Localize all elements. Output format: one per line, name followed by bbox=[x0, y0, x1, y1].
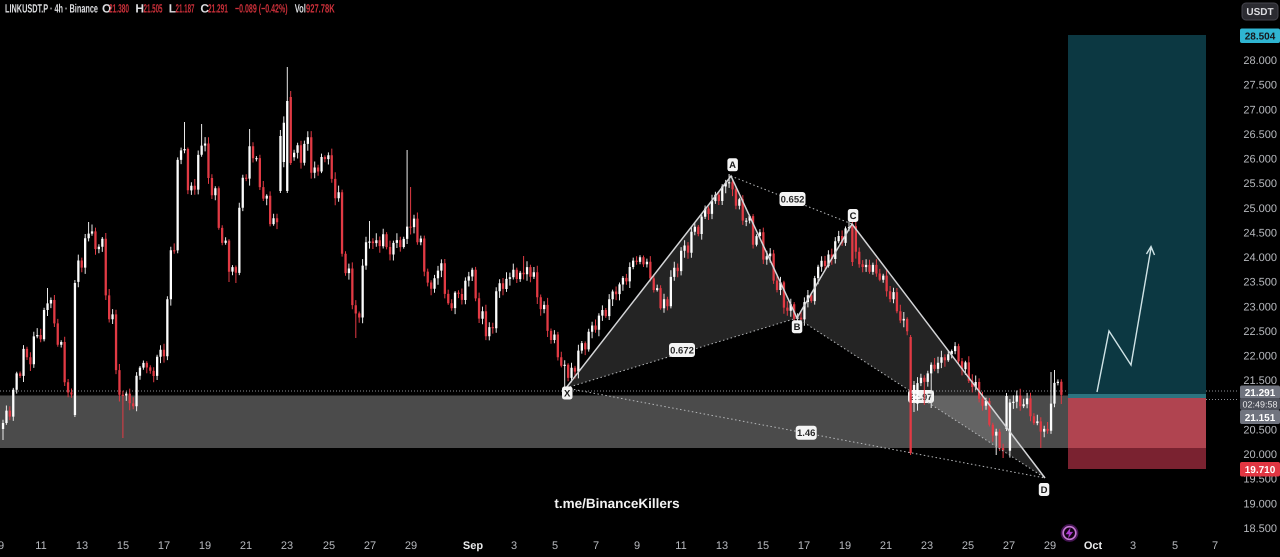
svg-text:20.000: 20.000 bbox=[1243, 449, 1277, 461]
svg-text:3: 3 bbox=[1130, 540, 1136, 552]
svg-text:7: 7 bbox=[1212, 540, 1218, 552]
svg-text:O: O bbox=[102, 2, 111, 16]
svg-text:29: 29 bbox=[405, 540, 417, 552]
svg-text:21.291: 21.291 bbox=[1245, 388, 1276, 399]
svg-text:21.291: 21.291 bbox=[208, 2, 228, 16]
svg-text:15: 15 bbox=[757, 540, 769, 552]
svg-text:21.505: 21.505 bbox=[144, 2, 163, 16]
svg-text:21.97: 21.97 bbox=[910, 392, 933, 402]
svg-text:19.710: 19.710 bbox=[1245, 465, 1276, 476]
svg-text:21: 21 bbox=[240, 540, 252, 552]
svg-text:22.000: 22.000 bbox=[1243, 351, 1277, 363]
svg-text:21.380: 21.380 bbox=[109, 2, 129, 16]
svg-text:02:49:58: 02:49:58 bbox=[1242, 400, 1277, 410]
svg-text:26.000: 26.000 bbox=[1243, 154, 1277, 166]
svg-text:25: 25 bbox=[323, 540, 335, 552]
svg-text:X: X bbox=[564, 388, 571, 399]
svg-text:B: B bbox=[794, 322, 801, 333]
svg-text:7: 7 bbox=[593, 540, 599, 552]
svg-text:13: 13 bbox=[716, 540, 728, 552]
svg-text:25.500: 25.500 bbox=[1243, 178, 1277, 190]
svg-text:C: C bbox=[850, 211, 857, 222]
svg-text:20.500: 20.500 bbox=[1243, 424, 1277, 436]
svg-text:C: C bbox=[200, 2, 209, 16]
svg-text:23.000: 23.000 bbox=[1243, 301, 1277, 313]
svg-text:1.46: 1.46 bbox=[797, 428, 816, 439]
svg-text:−0.089 (−0.42%): −0.089 (−0.42%) bbox=[235, 2, 288, 16]
svg-text:17: 17 bbox=[798, 540, 810, 552]
svg-text:15: 15 bbox=[117, 540, 129, 552]
svg-text:927.78K: 927.78K bbox=[306, 2, 335, 16]
svg-text:27.500: 27.500 bbox=[1243, 80, 1277, 92]
svg-text:21.500: 21.500 bbox=[1243, 375, 1277, 387]
svg-text:Oct: Oct bbox=[1084, 540, 1103, 552]
svg-text:17: 17 bbox=[158, 540, 170, 552]
svg-text:23.500: 23.500 bbox=[1243, 277, 1277, 289]
svg-text:28.504: 28.504 bbox=[1245, 32, 1276, 43]
svg-text:A: A bbox=[729, 160, 736, 171]
svg-text:USDT: USDT bbox=[1246, 7, 1273, 18]
svg-text:21: 21 bbox=[880, 540, 892, 552]
svg-text:26.500: 26.500 bbox=[1243, 129, 1277, 141]
svg-text:11: 11 bbox=[35, 540, 46, 552]
svg-text:28.000: 28.000 bbox=[1243, 55, 1277, 67]
svg-text:21.187: 21.187 bbox=[176, 2, 195, 16]
svg-text:D: D bbox=[1041, 485, 1048, 496]
svg-text:13: 13 bbox=[76, 540, 88, 552]
svg-text:5: 5 bbox=[1172, 540, 1178, 552]
svg-text:9: 9 bbox=[634, 540, 640, 552]
svg-text:22.500: 22.500 bbox=[1243, 326, 1277, 338]
svg-text:0.652: 0.652 bbox=[781, 194, 805, 205]
svg-text:27: 27 bbox=[1003, 540, 1015, 552]
svg-text:24.000: 24.000 bbox=[1243, 252, 1277, 264]
svg-text:27: 27 bbox=[364, 540, 376, 552]
svg-text:19.500: 19.500 bbox=[1243, 474, 1277, 486]
svg-text:LINKUSDT.P · 4h · Binance: LINKUSDT.P · 4h · Binance bbox=[5, 2, 98, 16]
svg-text:23: 23 bbox=[281, 540, 293, 552]
svg-text:25.000: 25.000 bbox=[1243, 203, 1277, 215]
svg-text:Sep: Sep bbox=[463, 540, 483, 552]
svg-text:18.500: 18.500 bbox=[1243, 523, 1277, 535]
svg-text:3: 3 bbox=[511, 540, 517, 552]
svg-text:11: 11 bbox=[675, 540, 686, 552]
svg-text:0.672: 0.672 bbox=[670, 345, 694, 356]
svg-text:25: 25 bbox=[962, 540, 974, 552]
svg-text:L: L bbox=[169, 2, 176, 16]
svg-text:19.000: 19.000 bbox=[1243, 498, 1277, 510]
svg-text:19: 19 bbox=[839, 540, 851, 552]
svg-text:H: H bbox=[135, 2, 144, 16]
svg-text:5: 5 bbox=[552, 540, 558, 552]
svg-text:24.500: 24.500 bbox=[1243, 227, 1277, 239]
svg-text:29: 29 bbox=[1044, 540, 1056, 552]
svg-text:27.000: 27.000 bbox=[1243, 104, 1277, 116]
svg-text:9: 9 bbox=[0, 540, 4, 552]
svg-text:19: 19 bbox=[199, 540, 211, 552]
svg-text:t.me/BinanceKillers: t.me/BinanceKillers bbox=[554, 496, 679, 511]
svg-text:Vol: Vol bbox=[295, 2, 306, 16]
svg-text:21.151: 21.151 bbox=[1245, 413, 1276, 424]
svg-text:23: 23 bbox=[921, 540, 933, 552]
